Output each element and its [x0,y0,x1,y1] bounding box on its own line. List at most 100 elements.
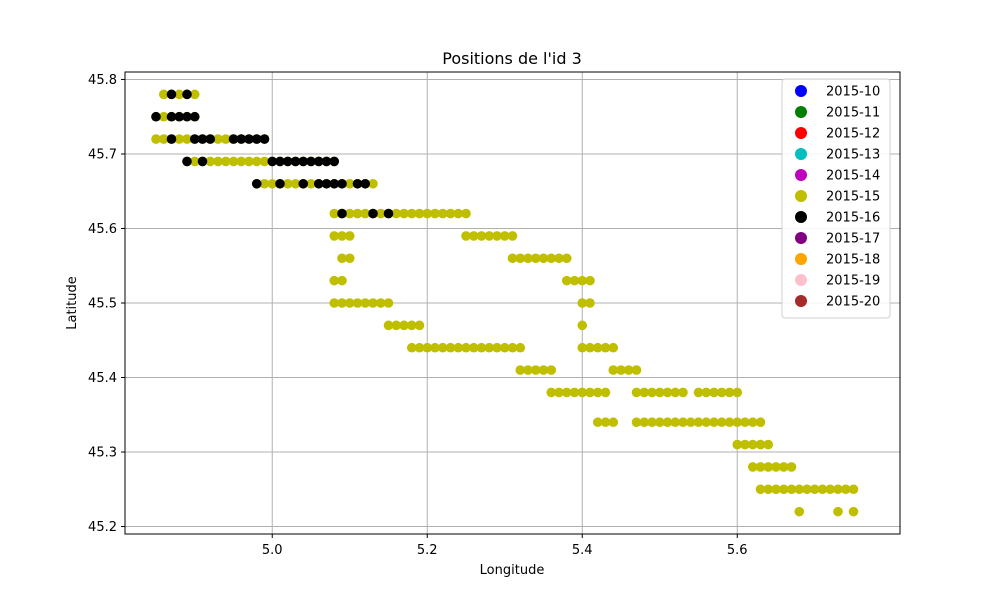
data-point [437,208,448,219]
data-point [476,342,487,353]
data-point [771,484,781,495]
data-point [616,365,626,375]
data-point [600,417,611,428]
data-point [391,320,402,331]
legend-item: 2015-11 [795,106,880,121]
legend-label: 2015-16 [826,211,880,226]
data-point [492,231,502,241]
data-point [298,178,309,189]
data-point [492,342,502,353]
data-point [399,320,409,331]
data-point [306,178,316,189]
data-point [701,417,712,428]
data-point [685,417,696,428]
legend-item: 2015-18 [795,253,880,268]
legend-marker [795,85,807,97]
data-point [406,208,417,219]
data-point [554,253,564,264]
data-point [437,342,448,353]
legend-item: 2015-17 [795,232,880,247]
data-point [484,231,495,241]
data-point [468,342,479,353]
data-point [375,208,386,219]
data-point [399,208,409,219]
data-point [174,89,185,100]
data-point [406,342,417,353]
data-point [244,134,254,144]
data-point [267,156,278,167]
data-point [515,342,526,353]
data-point [507,342,518,353]
data-point [833,506,843,517]
data-point [368,178,378,189]
data-point [220,134,231,144]
data-point [577,387,588,398]
data-point [290,156,301,167]
data-point [561,253,572,264]
data-point [693,417,704,428]
data-point [561,387,572,398]
data-point [197,156,208,167]
data-point [352,178,363,189]
data-point [662,387,673,398]
data-point [763,462,774,472]
data-point [817,484,828,495]
y-tick-label: 45.6 [88,222,117,237]
data-point [158,111,169,122]
data-point [267,178,278,189]
legend-item: 2015-10 [795,85,880,100]
data-point [802,484,812,495]
data-point [306,156,316,167]
y-tick-label: 45.7 [88,147,117,162]
data-point [430,208,440,219]
data-point [445,208,456,219]
data-point [298,156,309,167]
data-point [313,156,324,167]
data-point [499,342,510,353]
data-point [778,484,789,495]
data-point [166,111,177,122]
data-point [461,208,471,219]
data-point [182,134,192,144]
data-point [197,134,208,144]
data-point [228,134,239,144]
data-point [577,342,588,353]
data-point [453,208,464,219]
y-tick-label: 45.4 [88,371,117,386]
data-point [755,484,766,495]
data-point [352,208,363,219]
legend-marker [795,169,807,181]
data-point [344,178,355,189]
data-point [158,89,169,100]
data-point [755,462,766,472]
data-point [794,506,805,517]
legend-label: 2015-19 [826,274,880,289]
data-point [337,275,347,286]
series-2015-16 [151,89,394,219]
data-point [546,387,557,398]
y-tick-label: 45.3 [88,446,117,461]
data-point [670,387,681,398]
data-point [848,506,859,517]
data-point [747,462,758,472]
data-point [151,134,161,144]
data-point [213,156,223,167]
data-point [747,417,758,428]
data-point [546,253,557,264]
data-point [205,156,216,167]
data-point [786,484,797,495]
data-point [414,320,425,331]
data-point [600,387,611,398]
data-point [484,342,495,353]
data-point [236,134,247,144]
data-point [259,178,270,189]
data-point [662,417,673,428]
legend-label: 2015-10 [826,85,880,100]
data-point [585,275,595,286]
data-point [631,417,642,428]
legend-marker [795,190,807,202]
data-point [329,275,340,286]
data-point [592,387,603,398]
y-tick-label: 45.2 [88,520,117,535]
